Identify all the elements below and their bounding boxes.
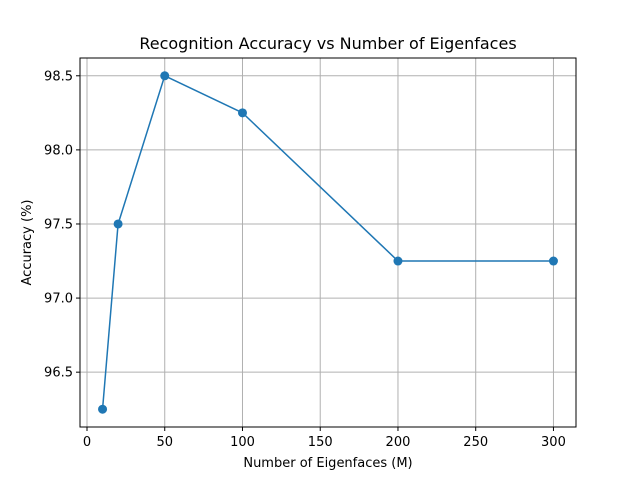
plot-frame [79,57,577,428]
x-axis-label: Number of Eigenfaces (M) [243,456,412,471]
chart-title: Recognition Accuracy vs Number of Eigenf… [139,34,516,53]
series-line-0 [101,75,554,410]
x-tick-label: 300 [541,435,566,450]
data-point [393,256,403,266]
x-tick-label: 150 [308,435,333,450]
data-point [237,108,247,118]
data-point [160,71,170,81]
x-tick-label: 0 [83,435,91,450]
x-tick-label: 100 [230,435,255,450]
data-point [548,256,558,266]
y-tick-label: 97.5 [44,217,73,232]
y-tick-label: 96.5 [44,366,73,381]
x-tick-label: 250 [463,435,488,450]
data-point [98,404,108,414]
x-tick-label: 50 [156,435,173,450]
data-point [113,219,123,229]
y-tick-label: 97.0 [44,292,73,307]
x-tick-label: 200 [386,435,411,450]
tick-layer: 0 50 100 150 200 250 300 96.5 97.0 97.5 98.0 98.5 [44,69,566,450]
grid-layer [80,58,576,427]
y-axis-label: Accuracy (%) [20,200,35,286]
series-layer [98,71,558,414]
y-tick-label: 98.0 [44,143,73,158]
y-tick-label: 98.5 [44,69,73,84]
